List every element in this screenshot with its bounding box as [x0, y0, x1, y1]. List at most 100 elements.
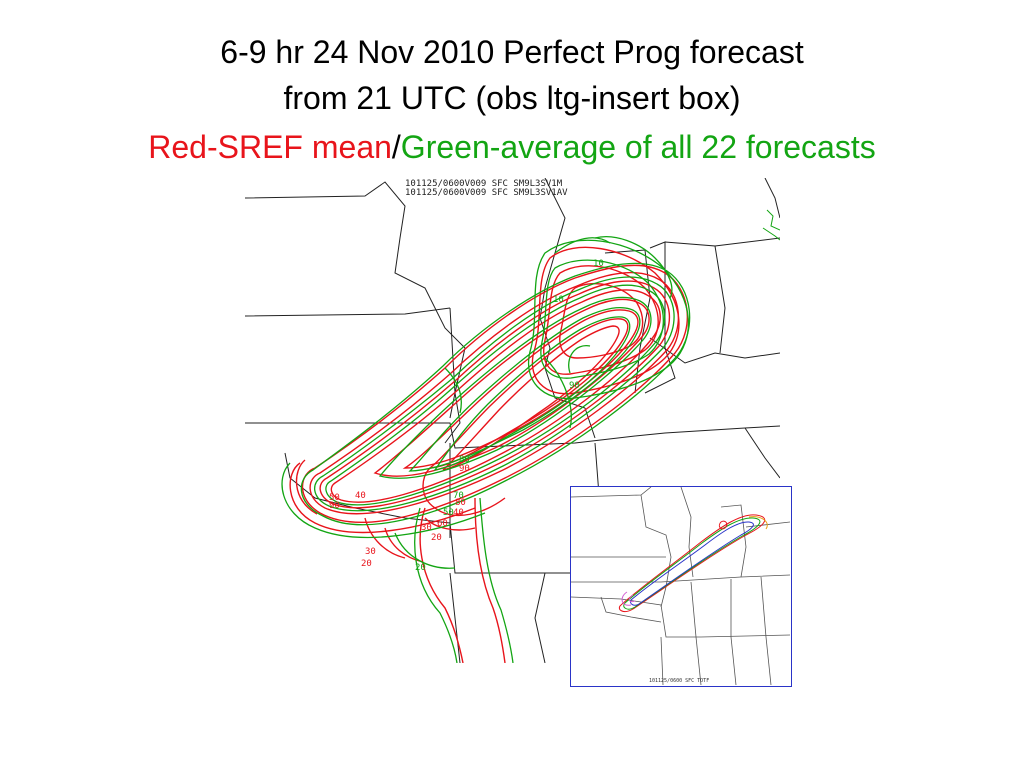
inset-map: 101125/0600 SFC TOTF: [570, 486, 792, 687]
red-contour: [289, 462, 476, 534]
red-contour: [427, 318, 629, 469]
main-map-svg: 101125/0600V009 SFC SM9L3SV1M 101125/060…: [244, 177, 781, 664]
inset-border-segment: [760, 576, 772, 686]
inset-border-segment: [660, 636, 664, 686]
contour-label: 30: [365, 547, 376, 557]
contour-label: 40: [453, 508, 464, 518]
red-contours: [289, 246, 688, 664]
red-contour: [330, 289, 661, 503]
inset-border-segment: [690, 581, 702, 686]
red-contour: [309, 271, 680, 515]
border-segment: [714, 237, 781, 247]
green-contour: [568, 345, 591, 374]
red-contour: [364, 517, 406, 559]
inset-border-segment: [600, 596, 662, 623]
contour-label: 20: [431, 533, 442, 543]
inset-border-segment: [571, 574, 791, 583]
title-green-average: Green-average of all 22 forecasts: [400, 129, 876, 165]
red-contour: [442, 325, 620, 471]
border-segment: [284, 452, 451, 524]
green-contour: [554, 237, 611, 254]
green-fragment-line: [766, 209, 781, 231]
contour-label: 80: [455, 498, 466, 508]
title-line-1: 6-9 hr 24 Nov 2010 Perfect Prog forecast: [220, 34, 804, 70]
green-contour: [281, 462, 486, 539]
inset-contour: [628, 594, 636, 602]
inset-contour: [630, 521, 754, 606]
border-segment: [644, 241, 676, 394]
border-segment: [244, 307, 451, 317]
inset-footer: 101125/0600 SFC TOTF: [649, 678, 709, 684]
map-header-line-1: 101125/0600V009 SFC SM9L3SV1M: [405, 179, 563, 189]
red-contour: [402, 309, 639, 469]
green-contour: [394, 532, 456, 569]
green-contour: [378, 296, 652, 479]
green-contour: [433, 316, 631, 471]
green-fragment-line: [762, 227, 781, 241]
contour-label: 60: [437, 519, 448, 529]
contour-label: 30: [421, 523, 432, 533]
red-contour: [531, 246, 680, 395]
red-contour: [295, 459, 318, 515]
red-contour: [474, 497, 506, 664]
red-contour: [559, 282, 644, 359]
red-contour: [422, 467, 506, 516]
contour-label: 50: [443, 508, 454, 518]
inset-border-segment: [570, 596, 701, 638]
contour-label: 80: [459, 455, 470, 465]
contour-label: 90: [569, 381, 580, 391]
inset-border-segment: [730, 579, 737, 686]
inset-border-segment: [680, 486, 694, 578]
contour-label: 10: [553, 295, 564, 305]
green-contour: [314, 276, 675, 512]
red-contour: [543, 265, 659, 375]
border-segment: [449, 522, 595, 574]
inset-state-borders: [570, 486, 791, 686]
contour-labels: 10 10 90 80 90 70 80 50 40 60 30 20 50 9…: [329, 259, 604, 573]
green-contour: [544, 357, 572, 429]
title-line-3: Red-SREF mean/Green-average of all 22 fo…: [0, 128, 1024, 166]
contour-label: 90: [329, 501, 340, 511]
green-contour: [528, 239, 690, 400]
border-segment: [604, 249, 651, 394]
inset-contour: [748, 516, 768, 530]
red-contour: [424, 517, 476, 531]
border-segment: [764, 177, 781, 219]
inset-border-segment: [640, 494, 672, 608]
border-segment: [534, 572, 546, 664]
contour-label: 40: [355, 491, 366, 501]
title-line-2: from 21 UTC (obs ltg-insert box): [283, 80, 741, 116]
green-contour: [408, 306, 641, 472]
border-segment: [244, 181, 466, 419]
inset-border-segment: [700, 634, 791, 638]
inset-contour: [621, 591, 632, 606]
border-segment: [744, 427, 781, 479]
green-fragment-top-right: [762, 209, 781, 241]
main-forecast-map: 101125/0600V009 SFC SM9L3SV1M 101125/060…: [244, 177, 781, 664]
contour-label: 10: [593, 259, 604, 269]
green-contour: [414, 507, 458, 664]
inset-border-segment: [570, 486, 652, 498]
contour-label: 20: [361, 559, 372, 569]
green-contour: [540, 259, 664, 379]
green-contours: [281, 236, 691, 664]
red-contour: [419, 507, 464, 664]
border-segment: [449, 572, 461, 664]
map-header-line-2: 101125/0600V009 SFC SM9L3SV1AV: [405, 188, 568, 198]
contour-label: 20: [415, 563, 426, 573]
inset-contour: [623, 517, 761, 610]
contour-label: 90: [459, 464, 470, 474]
inset-contours: [618, 514, 768, 612]
inset-border-segment: [720, 504, 747, 578]
red-contour: [373, 298, 650, 477]
title-separator: /: [391, 129, 401, 165]
border-segment: [245, 422, 781, 449]
inset-contour: [618, 514, 766, 612]
contour-label: 70: [453, 491, 464, 501]
green-contour: [594, 236, 673, 299]
title-red-sref-mean: Red-SREF mean: [148, 129, 392, 165]
border-segment: [664, 241, 726, 354]
green-contour: [479, 497, 514, 664]
inset-map-svg: 101125/0600 SFC TOTF: [570, 486, 791, 686]
green-contour: [444, 367, 462, 414]
